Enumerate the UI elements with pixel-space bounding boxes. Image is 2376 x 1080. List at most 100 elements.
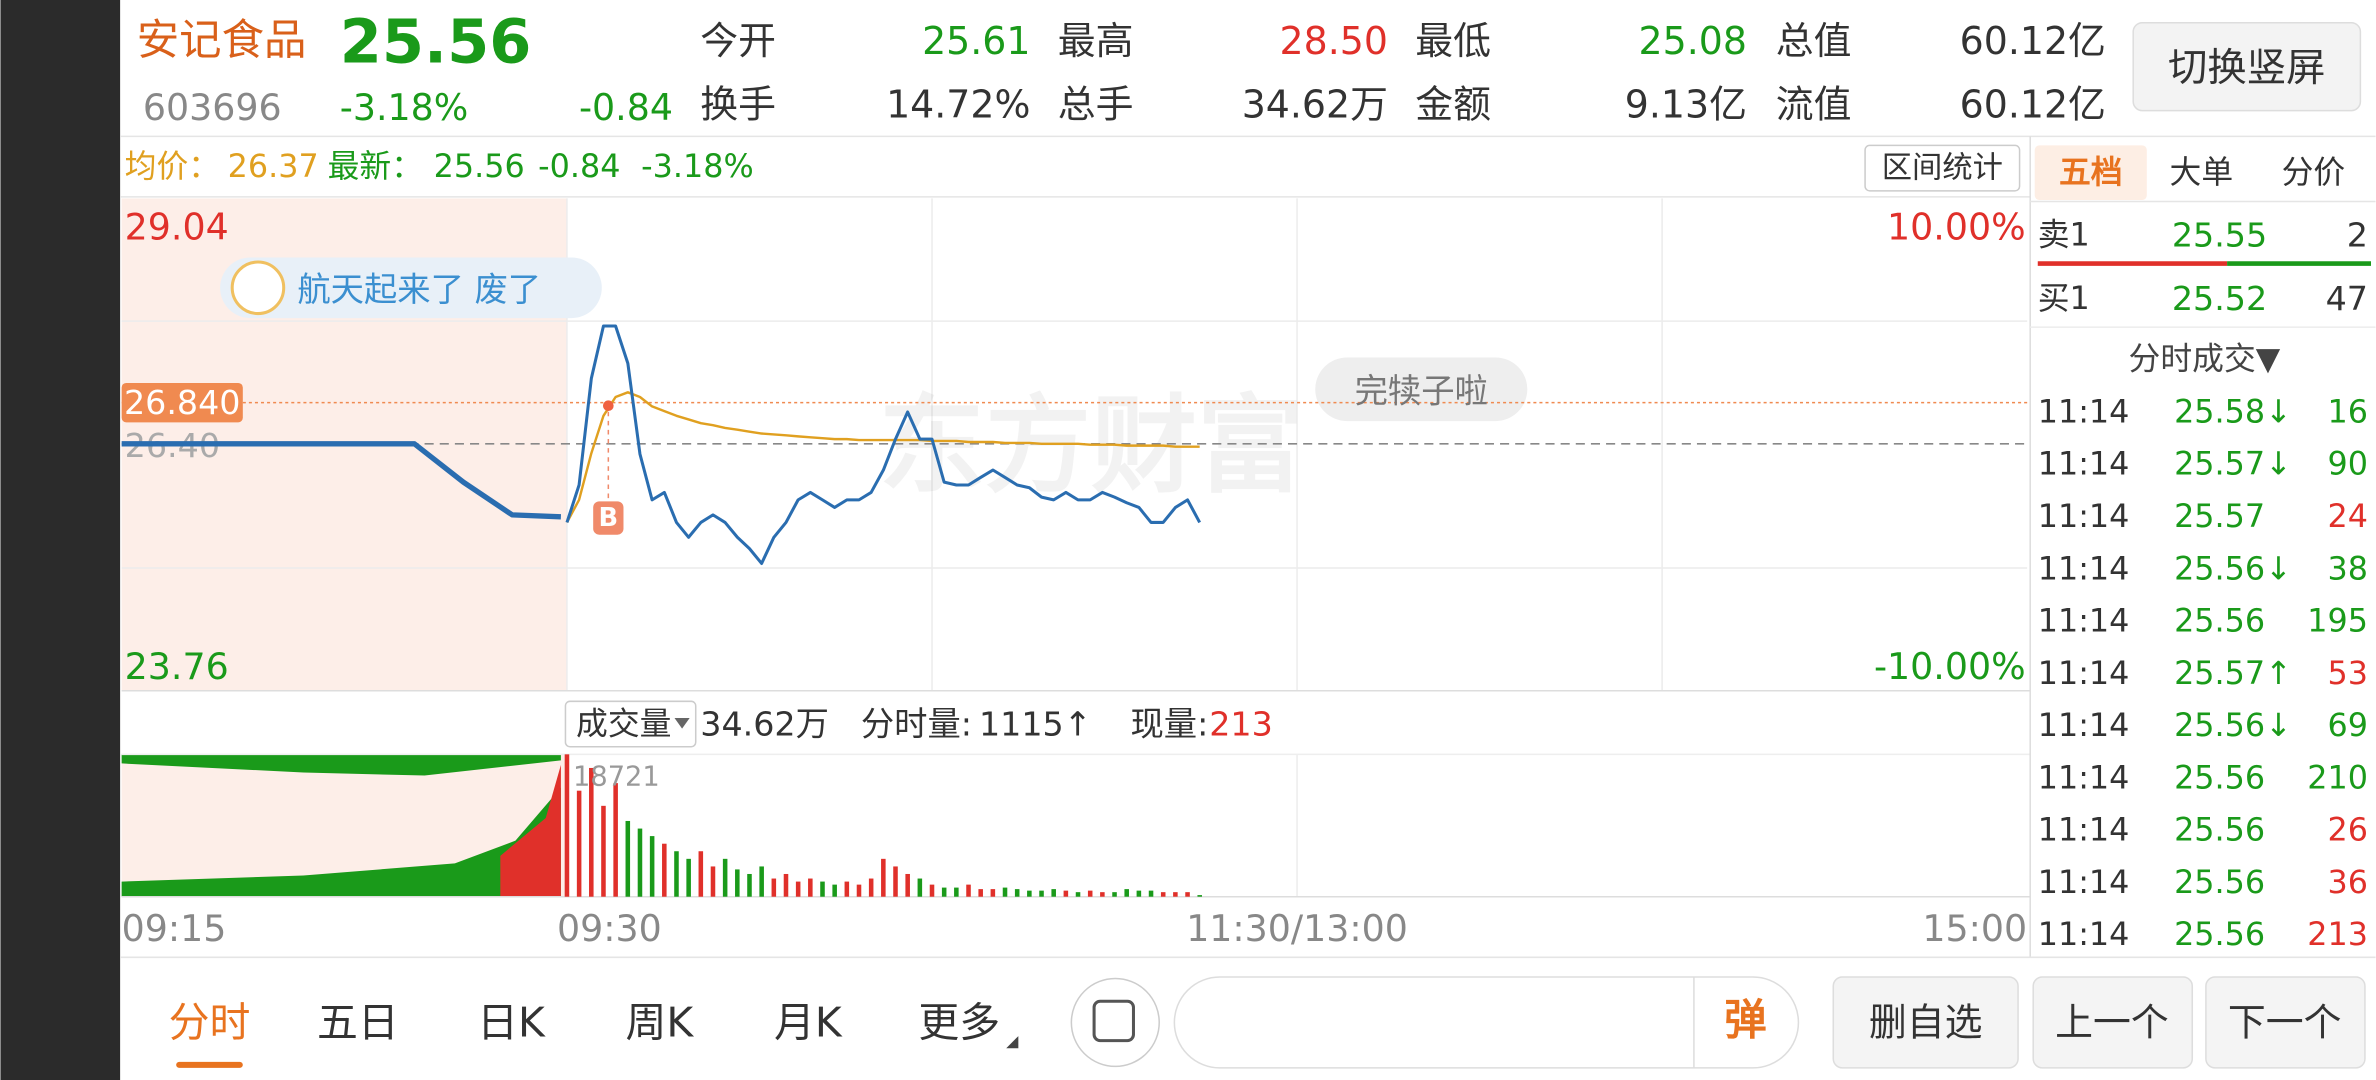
- more-arrow: [1006, 1036, 1019, 1049]
- watermark: 东方财富: [879, 385, 1303, 508]
- trade-price: 25.56: [2174, 812, 2265, 849]
- book-volume: 47: [2326, 279, 2368, 318]
- volume-bar: [966, 884, 971, 897]
- bubble-text: 完犊子啦: [1355, 371, 1488, 410]
- volume-bar: [662, 843, 667, 897]
- volume-label[interactable]: 成交量: [576, 706, 671, 743]
- stat-label: 流值: [1776, 83, 1852, 127]
- trade-price: 25.56: [2174, 916, 2265, 953]
- comment-bubble[interactable]: [220, 257, 602, 319]
- button[interactable]: [1832, 976, 2019, 1069]
- latest-pct: -3.18%: [641, 148, 754, 185]
- volume-bar: [990, 889, 996, 897]
- volume-bar: [625, 820, 631, 897]
- volume-bar: [1002, 887, 1008, 897]
- stat-label: 总值: [1776, 19, 1852, 63]
- volume-bar: [783, 873, 789, 897]
- stat-value: 60.12亿: [1960, 19, 2106, 63]
- trade-time: 11:14: [2038, 916, 2130, 953]
- volume-bar: [601, 805, 606, 897]
- button-label[interactable]: 上一个: [2055, 1000, 2169, 1044]
- volume-bar: [844, 881, 850, 897]
- trade-price: 25.56: [2174, 864, 2265, 901]
- bottom-tab[interactable]: 五日: [317, 998, 399, 1046]
- volume-bar: [759, 866, 764, 897]
- book-label: 卖1: [2038, 216, 2090, 253]
- volume-bar: [795, 881, 801, 897]
- current-label: 现量:: [1130, 705, 1208, 744]
- bottom-tab[interactable]: 分时: [169, 998, 251, 1046]
- volume-bar: [1051, 889, 1056, 897]
- trade-time: 11:14: [2038, 812, 2130, 849]
- x-tick-label: 15:00: [1922, 907, 2027, 950]
- icon-glyph: [1092, 999, 1135, 1043]
- stat-label: 最低: [1415, 19, 1491, 63]
- stock-code: 603696: [143, 86, 282, 129]
- volume-bar: [1185, 892, 1190, 897]
- trades-title[interactable]: 分时成交▼: [2129, 340, 2281, 377]
- trade-volume: 24: [2328, 498, 2368, 535]
- volume-bar: [1173, 892, 1178, 897]
- stat-label: 金额: [1415, 83, 1491, 127]
- bottom-tab[interactable]: 月K: [774, 998, 843, 1046]
- button[interactable]: [2205, 976, 2366, 1069]
- stock-name: 安记食品: [137, 16, 307, 65]
- trade-price: 25.56: [2174, 759, 2265, 796]
- trade-volume: 38: [2328, 550, 2368, 587]
- button-label[interactable]: 删自选: [1869, 1000, 1983, 1044]
- button-label[interactable]: 下一个: [2228, 1000, 2342, 1044]
- bottom-tab[interactable]: 周K: [626, 998, 695, 1046]
- active-tab[interactable]: [2034, 145, 2147, 200]
- bottom-tab[interactable]: 更多: [918, 998, 1000, 1046]
- volume-bar: [747, 873, 752, 897]
- orientation-button[interactable]: [2132, 21, 2362, 112]
- trade-price: 25.56↓: [2174, 550, 2292, 587]
- tab[interactable]: 大单: [2170, 154, 2234, 191]
- volume-bar: [564, 754, 570, 897]
- avg-label: 均价：: [125, 148, 220, 185]
- volume-bar: [1075, 892, 1081, 897]
- stat-value: 60.12亿: [1960, 83, 2106, 127]
- danmaku-toggle[interactable]: 弹: [1724, 996, 1766, 1045]
- latest-value: 25.56: [434, 148, 525, 185]
- auction-volume: [121, 787, 561, 897]
- volume-selector[interactable]: [564, 700, 697, 748]
- trade-volume: 16: [2328, 394, 2368, 431]
- button-label[interactable]: 切换竖屏: [2168, 45, 2326, 91]
- range-stats-button[interactable]: [1864, 144, 2021, 192]
- period-arrow: ↑: [1064, 705, 1092, 744]
- trade-volume: 90: [2328, 446, 2368, 483]
- bottom-tab[interactable]: 日K: [477, 998, 546, 1046]
- stat-value: 34.62万: [1242, 83, 1388, 127]
- tab[interactable]: 五档: [2059, 154, 2123, 191]
- volume-bar: [674, 851, 679, 897]
- volume-bar: [1014, 889, 1020, 897]
- trade-time: 11:14: [2038, 394, 2130, 431]
- danmaku-bubble: [1315, 357, 1528, 422]
- period-value: 1115: [979, 705, 1064, 744]
- volume-bar: [710, 866, 716, 897]
- volume-max-label: 18721: [573, 762, 660, 793]
- stat-value: 14.72%: [886, 83, 1030, 127]
- x-tick-label: 11:30/13:00: [1186, 907, 1408, 950]
- crosshair-tag: [121, 382, 243, 423]
- book-price: 25.55: [2172, 215, 2267, 254]
- volume-bar: [637, 828, 643, 897]
- button[interactable]: [2032, 976, 2194, 1069]
- y-tick-label: 29.04: [125, 206, 229, 249]
- trade-price: 25.56: [2174, 603, 2265, 640]
- volume-bar: [735, 869, 740, 897]
- trade-price: 25.58↓: [2174, 394, 2292, 431]
- comment-icon[interactable]: [1070, 977, 1160, 1068]
- trade-time: 11:14: [2038, 498, 2130, 535]
- volume-bar: [808, 878, 813, 897]
- side-strip: [0, 0, 121, 1080]
- stat-label: 最高: [1058, 19, 1134, 63]
- tab[interactable]: 分价: [2282, 154, 2346, 191]
- danmaku-input[interactable]: [1173, 976, 1800, 1069]
- stat-label: 总手: [1058, 83, 1134, 127]
- trade-volume: 26: [2328, 812, 2368, 849]
- button-label[interactable]: 区间统计: [1882, 151, 2003, 186]
- volume-bar: [1124, 889, 1129, 897]
